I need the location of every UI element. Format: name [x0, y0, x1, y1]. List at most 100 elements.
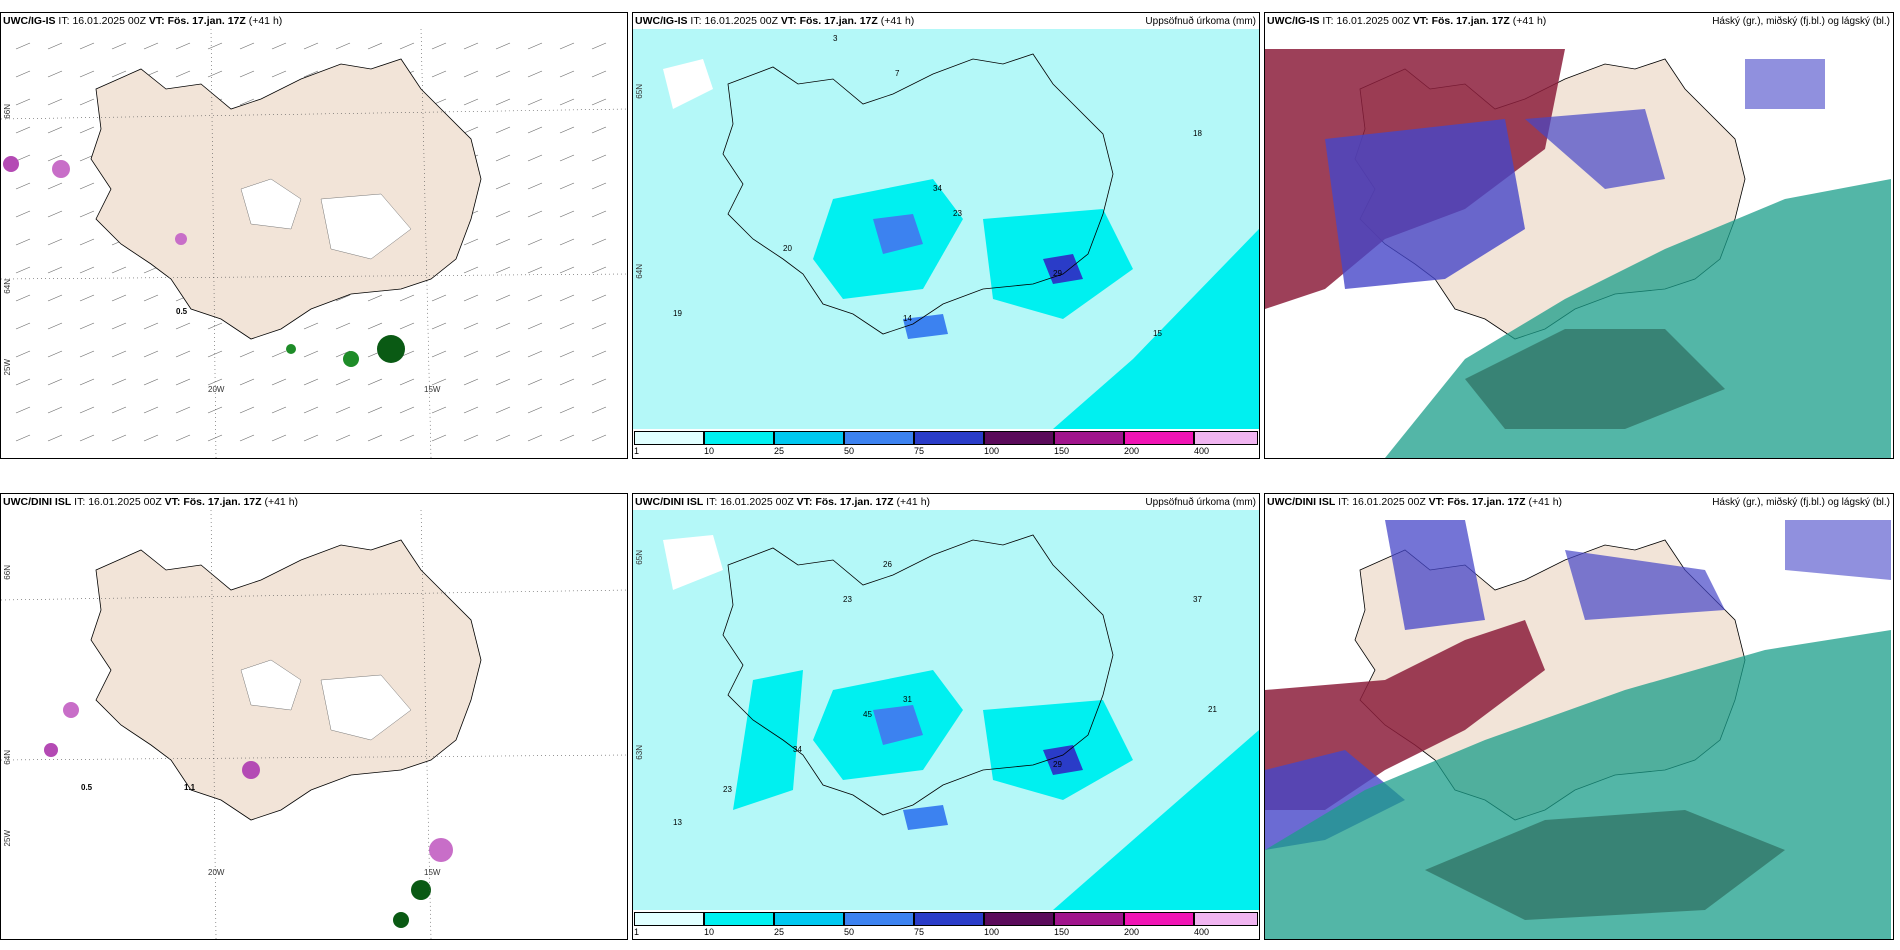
panel-field-title: Uppsöfnuð úrkoma (mm) — [1145, 16, 1256, 27]
wind-barb — [239, 378, 255, 386]
wind-barb — [367, 42, 383, 50]
wind-barb — [15, 378, 31, 386]
wind-barb — [207, 406, 223, 414]
wind-barb — [335, 294, 351, 302]
wind-barb — [143, 434, 159, 442]
wind-barb — [47, 42, 63, 50]
wind-barb — [47, 406, 63, 414]
wind-barb — [15, 210, 31, 218]
wind-barb — [111, 350, 127, 358]
colorbar-swatch — [1194, 431, 1258, 445]
wind-barb — [367, 406, 383, 414]
precip-label: 0.5 — [176, 307, 188, 316]
wind-barb — [47, 154, 63, 162]
colorbar-swatch — [704, 431, 774, 445]
wind-barb — [527, 434, 543, 442]
panel-dini-precip: UWC/DINI ISL IT: 16.01.2025 00Z VT: Fös.… — [632, 493, 1260, 940]
wind-barb — [143, 322, 159, 330]
wind-barb — [15, 294, 31, 302]
wind-barb — [559, 42, 575, 50]
precip-value: 45 — [863, 710, 872, 719]
map-precip[interactable]: 65N 64N 3 7 34 23 29 14 20 18 15 19 — [633, 29, 1259, 429]
wind-barb — [15, 434, 31, 442]
wind-barb — [111, 434, 127, 442]
wind-barb — [303, 42, 319, 50]
wind-barb — [239, 98, 255, 106]
colorbar-swatch — [1054, 431, 1124, 445]
wind-barb — [367, 294, 383, 302]
wind-barb — [463, 294, 479, 302]
wind-barb — [399, 322, 415, 330]
wind-barb — [271, 70, 287, 78]
precip-value: 15 — [1153, 329, 1162, 338]
wind-barb — [47, 126, 63, 134]
wind-barb — [239, 42, 255, 50]
wind-barb — [559, 126, 575, 134]
wind-barb — [463, 378, 479, 386]
wind-barb — [175, 42, 191, 50]
wind-barb — [495, 238, 511, 246]
wind-barb — [47, 266, 63, 274]
wind-barb — [47, 182, 63, 190]
colorbar-tick: 75 — [914, 446, 925, 456]
wind-barb — [463, 406, 479, 414]
panel-title: UWC/DINI ISL IT: 16.01.2025 00Z VT: Fös.… — [1267, 496, 1563, 508]
wind-barb — [15, 70, 31, 78]
lat-label: 65N — [635, 84, 644, 99]
wind-barb — [367, 434, 383, 442]
wind-barb — [495, 42, 511, 50]
panel-title: UWC/DINI ISL IT: 16.01.2025 00Z VT: Fös.… — [3, 496, 299, 508]
wind-barb — [527, 98, 543, 106]
map-wind-precip[interactable]: 0.5 1.1 66N 64N 25W 20W 15W — [1, 510, 627, 939]
wind-barb — [335, 42, 351, 50]
panel-title: UWC/IG-IS IT: 16.01.2025 00Z VT: Fös. 17… — [635, 15, 915, 27]
map-clouds[interactable] — [1265, 29, 1891, 458]
precip-value: 29 — [1053, 760, 1062, 769]
wind-barb — [271, 434, 287, 442]
colorbar-tick: 150 — [1054, 446, 1070, 456]
wind-barb — [303, 378, 319, 386]
wind-barb — [271, 42, 287, 50]
map-svg — [1, 510, 627, 939]
wind-barb — [79, 294, 95, 302]
colorbar-tick: 200 — [1124, 927, 1140, 937]
wind-barb — [207, 350, 223, 358]
panel-field-title: Háský (gr.), miðský (fj.bl.) og lágský (… — [1712, 497, 1890, 508]
map-clouds[interactable] — [1265, 510, 1891, 939]
colorbar-tick: 400 — [1194, 927, 1210, 937]
wind-barb — [15, 154, 31, 162]
wind-barb — [111, 294, 127, 302]
wind-barb — [239, 406, 255, 414]
map-wind-precip[interactable]: 0.5 66N 64N 25W 20W 15W — [1, 29, 627, 458]
colorbar-tick: 200 — [1124, 446, 1140, 456]
wind-barb — [15, 42, 31, 50]
wind-barb — [559, 266, 575, 274]
wind-barb — [15, 182, 31, 190]
map-svg — [1265, 510, 1891, 939]
wind-barb — [47, 294, 63, 302]
colorbar-tick: 100 — [984, 446, 1000, 456]
wind-barb — [47, 70, 63, 78]
wind-barb — [335, 322, 351, 330]
wind-barb — [111, 406, 127, 414]
wind-barb — [591, 182, 607, 190]
wind-barb — [591, 266, 607, 274]
wind-barb — [463, 98, 479, 106]
map-precip[interactable]: 65N 63N 26 23 31 45 29 34 37 21 23 13 — [633, 510, 1259, 910]
wind-barb — [143, 350, 159, 358]
wind-barb — [367, 322, 383, 330]
wind-barb — [399, 406, 415, 414]
wind-barb — [303, 350, 319, 358]
wind-barb — [79, 210, 95, 218]
wind-barb — [527, 42, 543, 50]
wind-barb — [15, 266, 31, 274]
colorbar-swatch — [844, 912, 914, 926]
precip-label: 1.1 — [184, 783, 196, 792]
colorbar-swatch — [914, 431, 984, 445]
precip-value: 23 — [953, 209, 962, 218]
wind-barb — [79, 406, 95, 414]
wind-barb — [143, 294, 159, 302]
colorbar-swatch — [1194, 912, 1258, 926]
wind-barb — [591, 70, 607, 78]
wind-barb — [239, 434, 255, 442]
